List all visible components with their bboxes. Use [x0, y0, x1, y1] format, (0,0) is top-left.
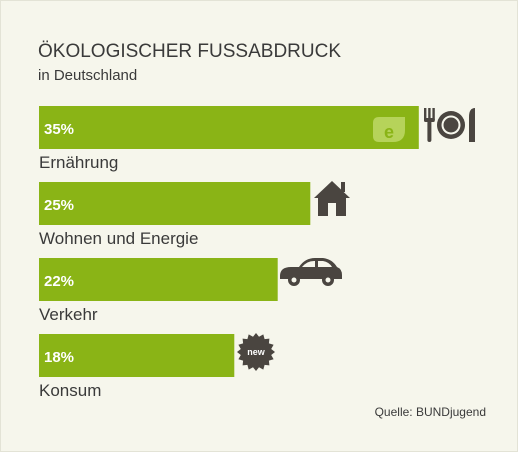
- new-badge-label: new: [247, 347, 266, 357]
- bar-0: [39, 106, 419, 149]
- category-label-3: Konsum: [39, 381, 101, 400]
- category-label-0: Ernährung: [39, 153, 118, 172]
- svg-text:e: e: [384, 122, 394, 142]
- chart-subtitle: in Deutschland: [38, 67, 137, 84]
- new-badge-icon: new: [237, 333, 275, 371]
- bar-value-label-2: 22%: [44, 273, 74, 290]
- category-label-1: Wohnen und Energie: [39, 229, 198, 248]
- cutlery-icon: [424, 108, 475, 142]
- source-note: Quelle: BUNDjugend: [375, 405, 486, 419]
- bar-3: [39, 334, 235, 377]
- bar-value-label-0: 35%: [44, 121, 74, 138]
- category-label-2: Verkehr: [39, 305, 98, 324]
- bar-value-label-3: 18%: [44, 349, 74, 366]
- bar-group: 35% Ernährung 25% Wohnen und Energie 22% Verk…: [39, 106, 419, 400]
- chart-title: ÖKOLOGISCHER FUSSABDRUCK: [38, 41, 341, 62]
- bar-value-label-1: 25%: [44, 197, 74, 214]
- bar-2: [39, 258, 278, 301]
- e-leaf-icon: e: [373, 117, 405, 142]
- house-icon: [314, 181, 350, 216]
- car-icon: [280, 258, 342, 286]
- bar-1: [39, 182, 311, 225]
